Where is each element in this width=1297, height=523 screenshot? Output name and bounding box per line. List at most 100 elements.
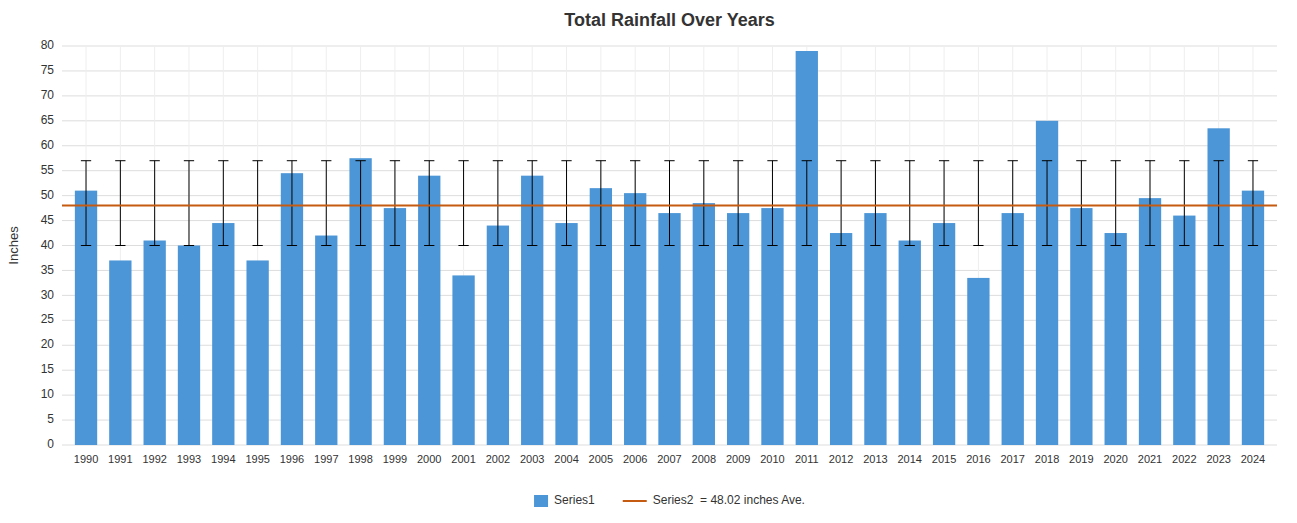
average-line <box>62 205 1277 207</box>
bar <box>1173 216 1195 445</box>
error-bar <box>321 161 331 246</box>
y-tick-label: 55 <box>41 163 55 177</box>
error-bar <box>699 161 709 246</box>
error-bar <box>390 161 400 246</box>
error-bar <box>1008 161 1018 246</box>
error-bar <box>802 161 812 246</box>
legend: Series1Series2 = 48.02 inches Ave. <box>534 493 805 507</box>
error-bar <box>1145 161 1155 246</box>
error-bar <box>767 161 777 246</box>
bar-series <box>75 51 1264 445</box>
error-bar <box>596 161 606 246</box>
x-axis: 1990199119921993199419951996199719981999… <box>74 453 1265 465</box>
x-tick-label: 1991 <box>108 453 132 465</box>
x-tick-label: 2020 <box>1103 453 1127 465</box>
error-bar <box>493 161 503 246</box>
bar <box>315 236 337 445</box>
grid <box>62 46 1277 445</box>
y-tick-label: 45 <box>41 213 55 227</box>
error-bar <box>150 161 160 246</box>
legend-item: Series1 <box>534 493 595 507</box>
chart-svg: 0510152025303540455055606570758019901991… <box>0 0 1297 523</box>
x-tick-label: 2017 <box>1000 453 1024 465</box>
bar <box>864 213 886 445</box>
y-tick-label: 65 <box>41 113 55 127</box>
bar <box>349 158 371 445</box>
x-tick-label: 1998 <box>348 453 372 465</box>
error-bar <box>252 161 262 246</box>
y-tick-label: 50 <box>41 188 55 202</box>
error-bars <box>81 161 1258 246</box>
bar <box>109 260 131 445</box>
x-tick-label: 2021 <box>1138 453 1162 465</box>
error-bar <box>630 161 640 246</box>
x-tick-label: 2002 <box>486 453 510 465</box>
y-tick-label: 0 <box>47 437 54 451</box>
error-bar <box>1111 161 1121 246</box>
x-tick-label: 1992 <box>142 453 166 465</box>
bar <box>899 241 921 445</box>
bar <box>967 278 989 445</box>
x-tick-label: 2011 <box>795 453 819 465</box>
x-tick-label: 2001 <box>451 453 475 465</box>
x-tick-label: 2018 <box>1035 453 1059 465</box>
error-bar <box>1214 161 1224 246</box>
error-bar <box>561 161 571 246</box>
legend-swatch <box>534 495 548 507</box>
error-bar <box>184 161 194 246</box>
x-tick-label: 2019 <box>1069 453 1093 465</box>
bar <box>1105 233 1127 445</box>
y-tick-label: 75 <box>41 63 55 77</box>
error-bar <box>287 161 297 246</box>
y-tick-label: 25 <box>41 312 55 326</box>
y-tick-label: 10 <box>41 387 55 401</box>
bar <box>487 226 509 445</box>
bar <box>1207 128 1229 445</box>
y-tick-label: 80 <box>41 38 55 52</box>
y-tick-label: 35 <box>41 263 55 277</box>
y-tick-label: 70 <box>41 88 55 102</box>
x-tick-label: 2005 <box>589 453 613 465</box>
legend-swatch <box>623 500 647 502</box>
bar <box>555 223 577 445</box>
x-tick-label: 1993 <box>177 453 201 465</box>
bar <box>796 51 818 445</box>
bar <box>830 233 852 445</box>
x-tick-label: 1997 <box>314 453 338 465</box>
error-bar <box>1042 161 1052 246</box>
plot-marks <box>62 51 1277 445</box>
error-bar <box>115 161 125 246</box>
error-bar <box>905 161 915 246</box>
x-tick-label: 2000 <box>417 453 441 465</box>
bar <box>452 275 474 445</box>
error-bar <box>458 161 468 246</box>
y-tick-label: 30 <box>41 288 55 302</box>
y-axis: 05101520253035404550556065707580 <box>41 38 55 451</box>
x-tick-label: 2008 <box>692 453 716 465</box>
x-tick-label: 2014 <box>898 453 922 465</box>
chart-title: Total Rainfall Over Years <box>564 10 774 30</box>
error-bar <box>664 161 674 246</box>
x-tick-label: 1990 <box>74 453 98 465</box>
error-bar <box>218 161 228 246</box>
x-tick-label: 2012 <box>829 453 853 465</box>
x-tick-label: 2004 <box>554 453 578 465</box>
bar <box>1002 213 1024 445</box>
error-bar <box>973 161 983 246</box>
bar <box>144 241 166 445</box>
y-tick-label: 40 <box>41 238 55 252</box>
x-tick-label: 2023 <box>1206 453 1230 465</box>
error-bar <box>1248 161 1258 246</box>
error-bar <box>81 161 91 246</box>
error-bar <box>1179 161 1189 246</box>
error-bar <box>355 161 365 246</box>
x-tick-label: 2010 <box>760 453 784 465</box>
x-tick-label: 1995 <box>245 453 269 465</box>
y-tick-label: 15 <box>41 362 55 376</box>
error-bar <box>424 161 434 246</box>
x-tick-label: 2022 <box>1172 453 1196 465</box>
chart-container: 0510152025303540455055606570758019901991… <box>0 0 1297 523</box>
bar <box>212 223 234 445</box>
error-bar <box>527 161 537 246</box>
x-tick-label: 2013 <box>863 453 887 465</box>
